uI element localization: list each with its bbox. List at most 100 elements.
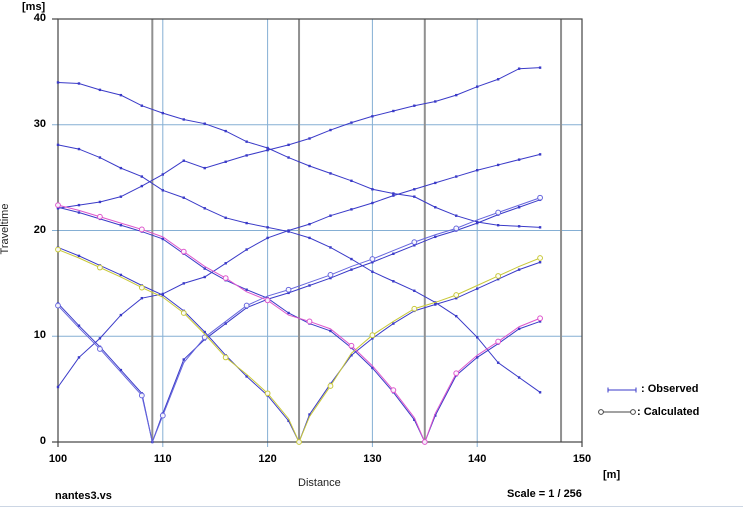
observed-shot-109-marker <box>182 358 185 361</box>
observed-offset-shot-left-near-marker <box>140 296 144 300</box>
observed-shot-148-marker <box>77 147 81 151</box>
observed-offset-shot-right-far-marker <box>517 225 521 228</box>
calculated-shot-135-marker <box>55 202 61 209</box>
calculated-shot-109-marker <box>243 302 250 309</box>
observed-shot-123-marker <box>308 413 311 416</box>
calculated-shot-135-marker <box>390 387 397 394</box>
plot-border <box>57 18 583 443</box>
observed-offset-shot-right-far-marker <box>161 111 164 115</box>
observed-shot-123-marker <box>517 268 521 271</box>
observed-offset-shot-left-near-marker <box>455 175 458 178</box>
x-tick-label-100: 100 <box>48 453 68 465</box>
calculated-shot-135-marker <box>264 297 271 304</box>
observed-offset-shot-right-far-marker <box>77 82 81 85</box>
observed-offset-shot-left-near-marker <box>517 158 521 161</box>
observed-offset-shot-left-near-marker <box>98 337 102 340</box>
observed-shot-135-marker <box>517 327 521 331</box>
y-axis-unit: [ms] <box>22 1 46 13</box>
observed-offset-shot-left-far-marker <box>392 109 395 113</box>
calculated-shot-123-marker <box>222 354 229 361</box>
observed-offset-shot-left-far-marker <box>224 160 227 163</box>
legend-observed-label: : Observed <box>641 383 699 395</box>
y-tick-label-20: 20 <box>33 223 46 236</box>
observed-offset-shot-left-near-marker <box>308 222 311 226</box>
legend-calculated-label: : Calculated <box>637 406 700 418</box>
observed-offset-shot-left-far-marker <box>161 173 164 176</box>
observed-shot-135-marker <box>203 267 206 270</box>
observed-offset-shot-left-near-marker <box>245 248 248 251</box>
observed-offset-shot-right-far-marker <box>476 220 479 224</box>
observed-shot-123-marker <box>476 287 479 290</box>
observed-offset-shot-left-far-marker <box>413 104 416 107</box>
observed-offset-shot-right-far-marker <box>434 206 437 209</box>
observed-offset-shot-left-far-marker <box>496 78 500 81</box>
observed-offset-shot-left-far-marker <box>455 93 458 97</box>
observed-shot-135-marker <box>119 224 123 227</box>
observed-shot-123-marker <box>287 419 290 423</box>
observed-shot-135-marker <box>329 329 332 333</box>
calculated-shot-135-marker <box>180 248 187 255</box>
calculated-shot-135-marker <box>97 213 103 220</box>
observed-shot-109-marker <box>308 284 311 287</box>
calculated-shot-109-marker <box>97 346 103 352</box>
observed-offset-shot-left-far-line <box>57 67 541 209</box>
observed-shot-109-marker <box>434 235 437 239</box>
observed-offset-shot-right-far-marker <box>140 104 144 107</box>
observed-offset-shot-right-far-marker <box>350 179 353 182</box>
observed-offset-shot-left-near-marker <box>350 208 353 211</box>
observed-shot-148-marker <box>119 166 123 170</box>
observed-shot-109-marker <box>392 252 395 255</box>
observed-offset-shot-left-near-marker <box>224 262 227 265</box>
observed-offset-shot-left-far-marker <box>517 67 521 70</box>
observed-offset-shot-left-far-marker <box>329 128 332 132</box>
observed-shot-109-marker <box>77 324 81 327</box>
observed-shot-123-marker <box>392 322 395 325</box>
observed-offset-shot-left-near-marker <box>371 201 374 205</box>
observed-offset-shot-right-far-marker <box>371 188 374 191</box>
observed-offset-shot-left-far-marker <box>308 137 311 140</box>
observed-shot-109-marker <box>287 291 290 295</box>
observed-shot-148-marker <box>350 257 353 261</box>
calculated-shot-123-marker <box>495 273 502 279</box>
observed-shot-135-marker <box>161 237 164 241</box>
calculated-shot-109-marker <box>411 239 418 246</box>
observed-offset-shot-left-far-marker <box>119 195 123 198</box>
calculated-shot-135-marker <box>306 318 313 325</box>
calculated-shot-109-marker <box>495 209 502 216</box>
observed-shot-109-marker <box>224 322 227 325</box>
observed-shot-123-marker <box>203 330 206 334</box>
observed-shot-148-marker <box>203 207 206 210</box>
observed-offset-shot-right-far-line <box>57 81 541 228</box>
observed-shot-109-marker <box>329 276 332 280</box>
x-tick-label-140: 140 <box>468 453 487 465</box>
observed-offset-shot-left-near-marker <box>203 275 206 279</box>
observed-offset-shot-left-near-line <box>57 153 541 388</box>
window-bottom-edge <box>0 506 743 507</box>
observed-shot-109-marker <box>350 268 353 271</box>
calculated-shot-123-marker <box>296 439 302 445</box>
observed-shot-148-marker <box>371 270 374 273</box>
observed-offset-shot-right-far-marker <box>538 226 542 229</box>
calculated-shot-135-marker <box>453 370 460 377</box>
observed-offset-shot-right-far-marker <box>287 156 290 159</box>
observed-offset-shot-right-far-marker <box>98 88 102 92</box>
y-tick-label-40: 40 <box>33 12 46 24</box>
calculated-shot-123-marker <box>55 246 61 253</box>
model-filename: nantes3.vs <box>55 490 112 502</box>
observed-shot-148-marker <box>98 156 102 159</box>
observed-offset-shot-left-near-marker <box>119 313 123 317</box>
observed-offset-shot-left-far-marker <box>245 154 248 157</box>
observed-shot-123-marker <box>119 273 123 277</box>
observed-offset-shot-right-far-marker <box>392 192 395 195</box>
observed-shot-135-marker <box>371 366 374 370</box>
observed-offset-shot-right-far-marker <box>308 164 311 168</box>
calculated-shot-109-marker <box>55 302 61 309</box>
y-tick-label-30: 30 <box>33 117 46 130</box>
observed-shot-148-marker <box>182 196 185 199</box>
observed-shot-123-marker <box>538 261 542 264</box>
observed-offset-shot-right-far-marker <box>413 195 416 198</box>
observed-shot-148-marker <box>517 376 521 379</box>
calculated-shot-123-marker <box>180 310 187 316</box>
